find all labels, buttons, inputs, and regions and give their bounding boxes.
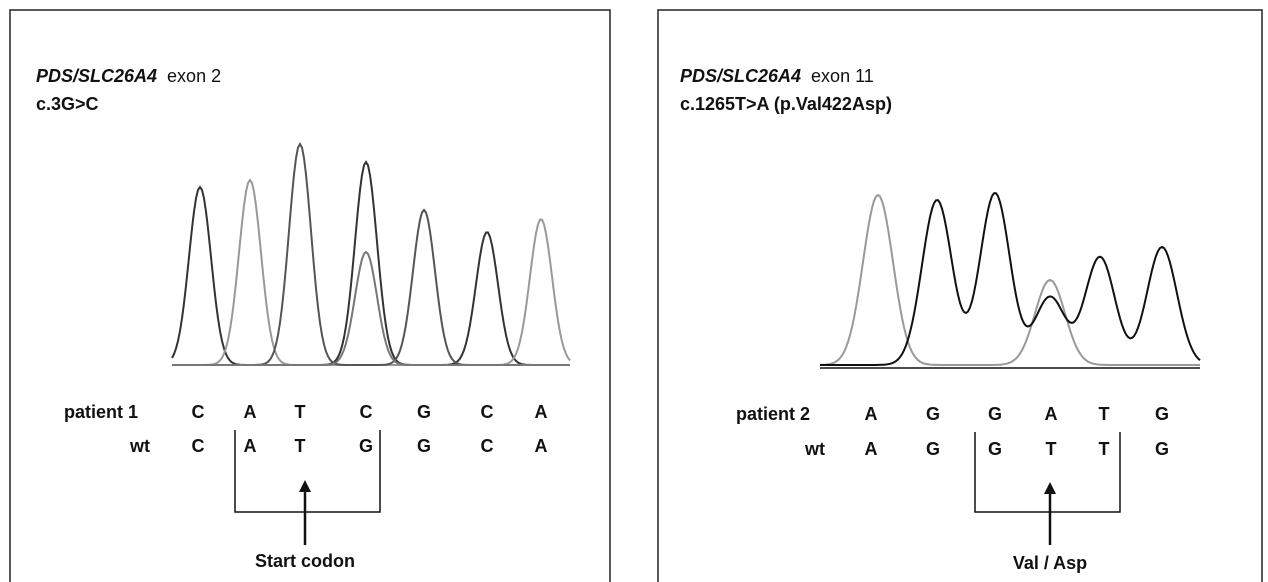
base: G bbox=[1155, 404, 1169, 424]
base: A bbox=[865, 439, 878, 459]
row-label: patient 2 bbox=[736, 404, 810, 424]
exon: exon 2 bbox=[167, 66, 221, 86]
row-label: patient 1 bbox=[64, 402, 138, 422]
base: G bbox=[417, 402, 431, 422]
base: A bbox=[535, 436, 548, 456]
annotation: Val / Asp bbox=[1013, 553, 1087, 573]
base: C bbox=[192, 436, 205, 456]
base: T bbox=[295, 436, 306, 456]
arrow-head bbox=[1044, 482, 1056, 494]
annotation: Start codon bbox=[255, 551, 355, 571]
gene: PDS/SLC26A4 bbox=[680, 66, 801, 86]
base: T bbox=[1099, 404, 1110, 424]
panel-title: PDS/SLC26A4 exon 11 bbox=[680, 66, 874, 86]
base: G bbox=[926, 404, 940, 424]
row-label: wt bbox=[129, 436, 150, 456]
base: T bbox=[1046, 439, 1057, 459]
row-label: wt bbox=[804, 439, 825, 459]
base: T bbox=[295, 402, 306, 422]
chromatogram-trace bbox=[820, 195, 1200, 365]
panel-frame bbox=[10, 10, 610, 582]
base: A bbox=[244, 436, 257, 456]
mutation: c.3G>C bbox=[36, 94, 99, 114]
base: G bbox=[988, 404, 1002, 424]
base: A bbox=[535, 402, 548, 422]
arrow-head bbox=[299, 480, 311, 492]
base: A bbox=[865, 404, 878, 424]
exon: exon 11 bbox=[811, 66, 874, 86]
chromatogram-trace bbox=[172, 180, 570, 365]
base: C bbox=[481, 436, 494, 456]
gene: PDS/SLC26A4 bbox=[36, 66, 157, 86]
chromatogram-trace bbox=[820, 193, 1200, 365]
base: C bbox=[481, 402, 494, 422]
base: A bbox=[244, 402, 257, 422]
base: A bbox=[1045, 404, 1058, 424]
base: C bbox=[192, 402, 205, 422]
panel-title: PDS/SLC26A4 exon 2 bbox=[36, 66, 221, 86]
base: T bbox=[1099, 439, 1110, 459]
base: G bbox=[359, 436, 373, 456]
mutation: c.1265T>A (p.Val422Asp) bbox=[680, 94, 892, 114]
base: G bbox=[926, 439, 940, 459]
base: C bbox=[360, 402, 373, 422]
base: G bbox=[988, 439, 1002, 459]
figure: PDS/SLC26A4 exon 2 c.3G>C patient 1 wt St… bbox=[0, 0, 1268, 582]
base: G bbox=[1155, 439, 1169, 459]
base: G bbox=[417, 436, 431, 456]
